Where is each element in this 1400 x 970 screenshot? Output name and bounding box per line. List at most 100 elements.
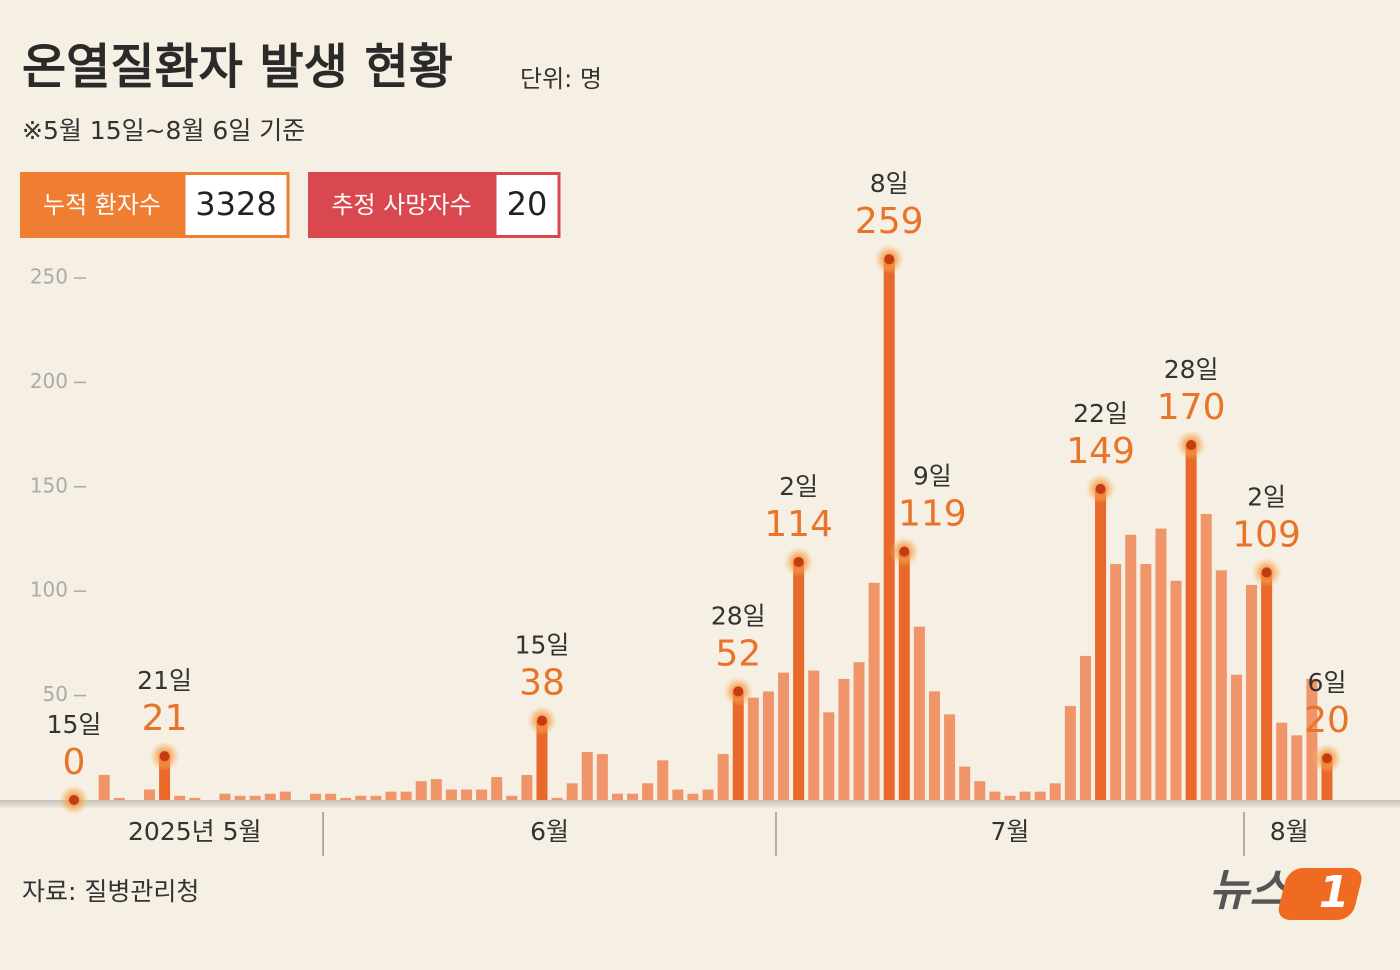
bar: [461, 789, 473, 800]
stat-label-box: [308, 172, 495, 238]
bar: [310, 793, 322, 800]
bar: [989, 791, 1001, 800]
bar: [566, 783, 578, 800]
bar: [325, 793, 337, 800]
bar: [1064, 706, 1076, 800]
bar: [264, 793, 276, 800]
chart-title: 온열질환자 발생 현황: [22, 39, 453, 95]
bar: [1004, 795, 1016, 800]
bar: [1034, 791, 1046, 800]
bar: [536, 720, 548, 800]
highlight-dot: [536, 715, 547, 726]
highlight-dot: [733, 686, 744, 697]
bar: [1215, 570, 1227, 800]
bar: [1185, 445, 1197, 800]
bar: [596, 754, 608, 800]
bar: [1321, 758, 1333, 800]
bar: [1230, 674, 1242, 800]
bar: [823, 712, 835, 800]
bar: [1049, 783, 1061, 800]
bar: [1079, 655, 1091, 800]
bar: [1110, 564, 1122, 800]
bar: [1291, 735, 1303, 800]
day-label: 2일: [779, 472, 818, 501]
bar: [1019, 791, 1031, 800]
bar: [521, 774, 533, 800]
bar: [159, 756, 171, 800]
brand-mark: 1: [1319, 867, 1350, 918]
day-label: 28일: [1164, 355, 1219, 384]
value-label: 114: [764, 504, 833, 545]
bar: [1246, 584, 1258, 800]
bar: [762, 691, 774, 800]
bar: [868, 582, 880, 800]
bar: [491, 777, 503, 800]
bar: [778, 672, 790, 800]
day-label: 15일: [515, 631, 570, 660]
bar: [355, 795, 367, 800]
bar: [385, 791, 397, 800]
bar: [174, 795, 186, 800]
bar: [415, 781, 427, 800]
bar: [249, 795, 261, 800]
highlight-dot: [1095, 483, 1106, 494]
bar: [808, 670, 820, 800]
bar: [98, 774, 110, 800]
bar: [793, 561, 805, 800]
highlight-dot: [899, 546, 910, 557]
bar: [928, 691, 940, 800]
bar: [687, 793, 699, 800]
subtitle: ※5월 15일~8월 6일 기준: [22, 116, 305, 145]
value-label: 119: [898, 494, 967, 535]
bar: [853, 662, 865, 800]
day-label: 28일: [711, 601, 766, 630]
value-label: 109: [1232, 514, 1301, 555]
day-label: 6일: [1308, 668, 1347, 697]
bar: [370, 795, 382, 800]
month-label: 8월: [1270, 817, 1309, 846]
value-label: 0: [63, 742, 86, 783]
baseline: [0, 800, 1400, 808]
bar: [189, 797, 201, 800]
month-label: 6월: [530, 817, 569, 846]
bar: [1276, 722, 1288, 800]
bar: [1200, 513, 1212, 800]
source: 자료: 질병관리청: [22, 877, 199, 906]
highlight-dot: [1186, 440, 1197, 451]
bar: [506, 795, 518, 800]
y-tick-label: 200: [30, 369, 68, 393]
stat-label: 추정 사망자수: [331, 191, 471, 219]
stat-value: 3328: [195, 185, 276, 223]
highlight-dot: [884, 254, 895, 265]
bar: [627, 793, 639, 800]
stat-value-box: [493, 172, 561, 238]
bar: [581, 751, 593, 800]
bar: [959, 766, 971, 800]
day-label: 21일: [137, 666, 192, 695]
highlight-dot: [1322, 753, 1332, 764]
day-label: 15일: [47, 710, 102, 739]
bar: [340, 797, 352, 800]
value-label: 38: [519, 663, 565, 704]
bar: [717, 754, 729, 800]
value-label: 149: [1066, 431, 1135, 472]
bar: [1125, 534, 1137, 800]
y-tick-label: 100: [30, 578, 68, 602]
bar: [838, 678, 850, 800]
stat-label: 누적 환자수: [43, 191, 161, 219]
y-tick-label: 50: [43, 682, 68, 706]
value-label: 52: [715, 633, 761, 674]
bar: [143, 789, 155, 800]
bar: [913, 626, 925, 800]
brand-badge: [1278, 868, 1362, 920]
unit: 단위: 명: [520, 65, 602, 93]
y-tick-label: 250: [30, 265, 68, 289]
bar: [219, 793, 231, 800]
bar: [1170, 580, 1182, 800]
day-label: 9일: [913, 462, 952, 491]
bar: [551, 797, 563, 800]
bar: [476, 789, 488, 800]
highlight-dot: [1261, 567, 1272, 578]
